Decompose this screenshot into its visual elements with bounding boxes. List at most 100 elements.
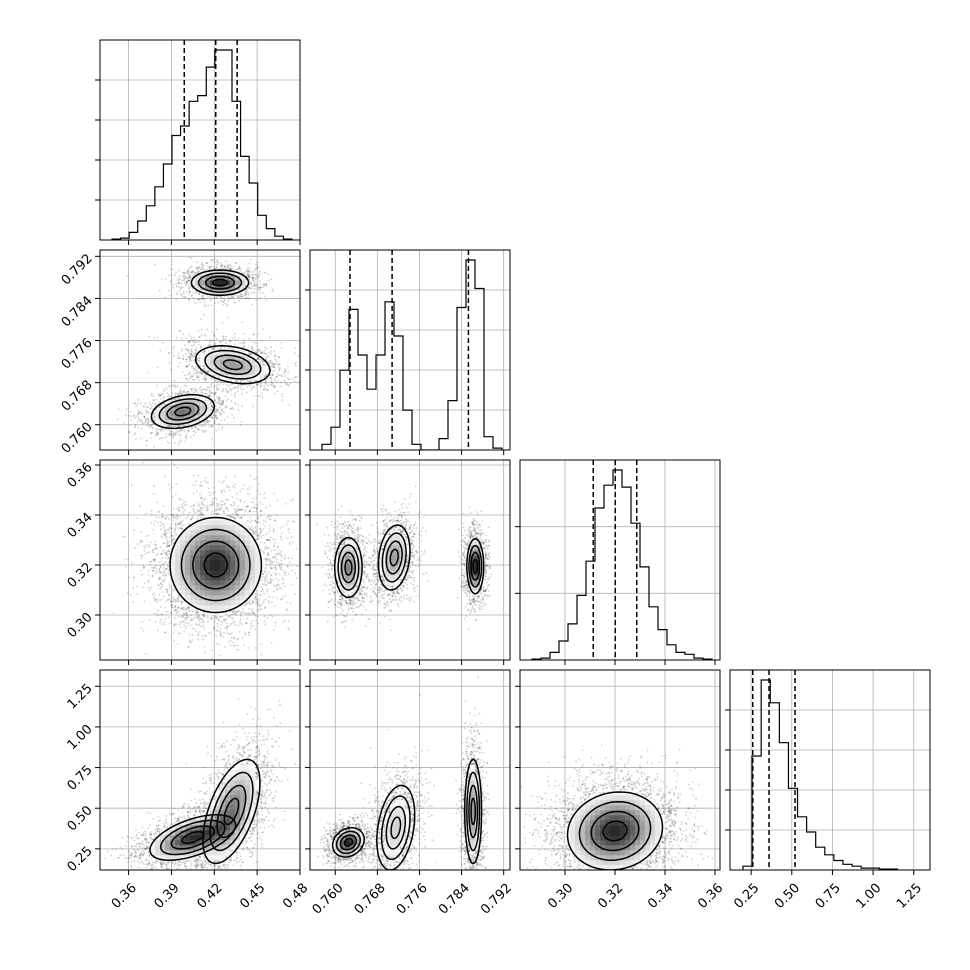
sample-point — [146, 421, 149, 424]
sample-point — [229, 389, 232, 392]
sample-point — [271, 615, 274, 618]
sample-point — [238, 299, 241, 302]
sample-point — [221, 264, 224, 267]
sample-point — [204, 304, 207, 307]
sample-point — [215, 259, 218, 262]
sample-point — [200, 481, 202, 484]
histogram-step — [321, 259, 503, 450]
sample-point — [194, 366, 197, 368]
sample-point — [149, 437, 152, 439]
sample-point — [208, 394, 211, 396]
sample-point — [176, 392, 178, 395]
sample-point — [163, 388, 166, 391]
sample-point — [170, 433, 173, 435]
sample-point — [210, 402, 213, 404]
sample-point — [173, 425, 175, 428]
density-cell — [225, 360, 231, 366]
sample-point — [166, 544, 169, 547]
sample-point — [215, 408, 218, 411]
sample-point — [270, 364, 273, 367]
sample-point — [259, 533, 261, 536]
sample-point — [172, 385, 174, 387]
sample-point — [146, 412, 148, 414]
sample-point — [281, 582, 284, 585]
sample-point — [243, 292, 246, 295]
sample-point — [142, 422, 144, 425]
sample-point — [182, 286, 185, 289]
sample-point — [205, 262, 208, 264]
density-cell — [220, 275, 226, 281]
sample-point — [215, 388, 218, 391]
sample-point — [186, 282, 189, 285]
sample-point — [191, 375, 194, 378]
sample-point — [211, 258, 214, 261]
sample-point — [256, 267, 258, 270]
sample-point — [239, 270, 242, 272]
sample-point — [219, 404, 222, 406]
sample-point — [258, 286, 261, 289]
sample-point — [294, 347, 297, 350]
density-cell — [240, 280, 246, 286]
sample-point — [185, 626, 187, 628]
sample-point — [200, 497, 202, 499]
sample-point — [226, 391, 229, 394]
sample-point — [187, 365, 190, 367]
sample-point — [256, 489, 259, 492]
sample-point — [264, 387, 267, 390]
sample-point — [177, 278, 180, 280]
sample-point — [213, 334, 215, 337]
sample-point — [222, 301, 225, 304]
sample-point — [174, 274, 177, 277]
sample-point — [168, 598, 171, 600]
sample-point — [243, 271, 246, 273]
sample-point — [188, 276, 190, 278]
sample-point — [243, 345, 246, 348]
sample-point — [192, 341, 195, 344]
sample-point — [190, 257, 193, 260]
sample-point — [238, 508, 241, 510]
sample-point — [266, 389, 269, 391]
sample-point — [124, 535, 126, 538]
sample-point — [185, 436, 187, 438]
sample-point — [228, 264, 231, 266]
sample-point — [217, 411, 220, 414]
sample-point — [191, 508, 194, 510]
sample-point — [202, 430, 205, 433]
scatter-panel-0-2 — [99, 459, 301, 661]
density-cell — [230, 270, 236, 276]
sample-point — [183, 389, 185, 392]
sample-point — [177, 286, 180, 289]
sample-point — [272, 386, 275, 389]
sample-point — [211, 416, 214, 419]
sample-point — [208, 344, 211, 347]
sample-point — [205, 481, 208, 483]
sample-point — [230, 407, 232, 410]
sample-point — [185, 348, 188, 350]
sample-point — [211, 424, 214, 427]
sample-point — [201, 266, 204, 268]
sample-point — [209, 343, 212, 346]
sample-point — [262, 283, 265, 286]
sample-point — [190, 374, 193, 377]
sample-point — [211, 438, 214, 440]
sample-point — [252, 353, 254, 356]
sample-point — [265, 576, 267, 579]
sample-point — [182, 291, 185, 293]
sample-point — [200, 268, 203, 271]
sample-point — [185, 348, 188, 351]
sample-point — [254, 273, 257, 276]
sample-point — [270, 376, 272, 379]
sample-point — [216, 263, 218, 266]
sample-point — [213, 297, 216, 300]
sample-point — [280, 341, 283, 344]
sample-point — [201, 295, 204, 298]
density-cell — [210, 270, 216, 276]
sample-point — [171, 514, 173, 516]
sample-point — [185, 280, 188, 283]
sample-point — [182, 615, 185, 618]
sample-point — [263, 580, 266, 583]
sample-point — [197, 376, 199, 379]
density-cell — [185, 395, 191, 401]
sample-point — [178, 430, 180, 433]
